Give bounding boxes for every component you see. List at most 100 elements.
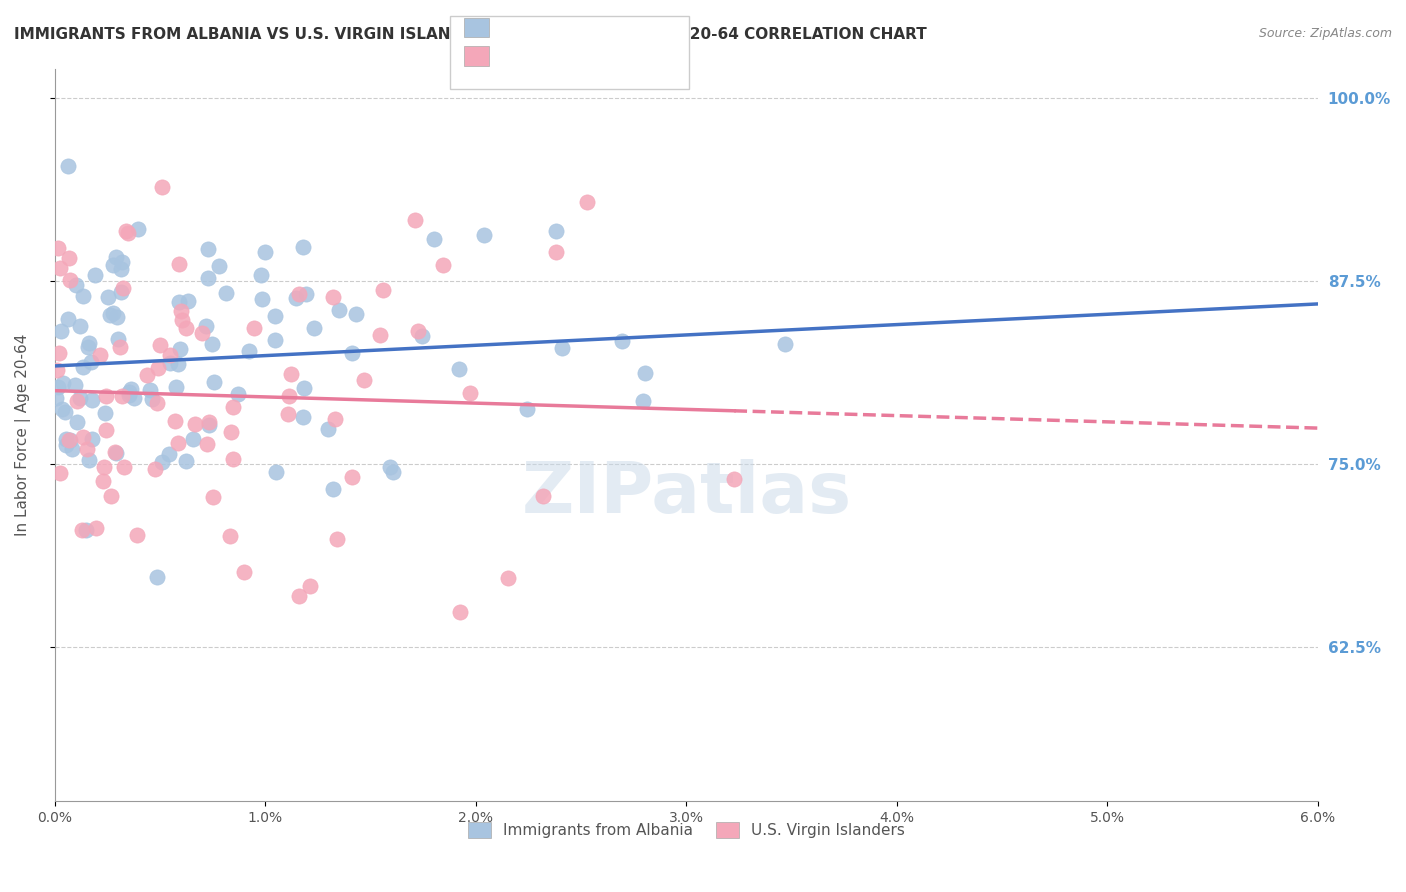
Point: [80, 355, 103, 369]
Point: [242, 320, 264, 334]
Point: [325, 412, 347, 426]
Text: -0.067: -0.067: [541, 55, 596, 70]
Point: [101, 306, 124, 320]
Point: [298, 579, 321, 593]
Point: [472, 228, 495, 243]
Point: [316, 421, 339, 435]
Point: [159, 348, 181, 362]
Point: [340, 346, 363, 360]
Text: Source: ZipAtlas.com: Source: ZipAtlas.com: [1258, 27, 1392, 40]
Point: [117, 227, 139, 241]
Point: [49, 324, 72, 338]
Point: [460, 386, 482, 401]
Point: [280, 367, 302, 381]
Point: [100, 489, 122, 503]
Point: [104, 445, 127, 459]
Point: [83, 268, 105, 282]
Point: [170, 304, 193, 318]
Point: [382, 465, 405, 479]
Text: R =: R =: [492, 27, 526, 42]
Point: [197, 242, 219, 256]
Point: [326, 533, 349, 547]
Point: [353, 373, 375, 387]
Point: [197, 271, 219, 285]
Point: [723, 472, 745, 486]
Point: [222, 401, 245, 415]
Point: [72, 430, 94, 444]
Point: [146, 360, 169, 375]
Point: [516, 401, 538, 416]
Point: [266, 465, 288, 479]
Point: [56, 159, 79, 173]
Point: [371, 283, 394, 297]
Point: [167, 357, 190, 371]
Point: [55, 432, 77, 446]
Point: [139, 383, 162, 397]
Point: [127, 221, 149, 235]
Point: [82, 392, 104, 407]
Point: [146, 570, 169, 584]
Point: [302, 321, 325, 335]
Point: [104, 445, 127, 459]
Point: [167, 294, 190, 309]
Point: [288, 589, 311, 603]
Point: [634, 366, 657, 380]
Point: [449, 606, 471, 620]
Point: [288, 287, 311, 301]
Point: [531, 489, 554, 503]
Point: [159, 356, 181, 370]
Point: [94, 389, 117, 403]
Point: [284, 291, 307, 305]
Point: [111, 281, 134, 295]
Point: [65, 277, 87, 292]
Point: [55, 438, 77, 452]
Point: [197, 436, 219, 450]
Point: [66, 393, 89, 408]
Point: [208, 259, 231, 273]
Point: [176, 454, 198, 468]
Point: [69, 318, 91, 333]
Point: [98, 308, 121, 322]
Point: [76, 442, 98, 456]
Point: [378, 460, 401, 475]
Point: [263, 309, 285, 323]
Point: [150, 455, 173, 469]
Point: [72, 359, 94, 374]
Point: [340, 469, 363, 483]
Point: [177, 294, 200, 309]
Point: [163, 413, 186, 427]
Point: [125, 528, 148, 542]
Point: [544, 224, 567, 238]
Point: [107, 332, 129, 346]
Point: [576, 194, 599, 209]
Point: [58, 251, 80, 265]
Point: [49, 260, 72, 275]
Point: [75, 523, 97, 537]
Point: [150, 180, 173, 194]
Point: [146, 396, 169, 410]
Point: [111, 389, 134, 403]
Point: [550, 341, 572, 355]
Point: [69, 391, 91, 405]
Point: [214, 285, 236, 300]
Point: [254, 245, 277, 260]
Point: [344, 307, 367, 321]
Point: [104, 250, 127, 264]
Point: [65, 378, 87, 392]
Point: [368, 328, 391, 343]
Point: [48, 346, 70, 360]
Point: [292, 381, 315, 395]
Point: [277, 407, 299, 421]
Point: [122, 391, 145, 405]
Point: [157, 447, 180, 461]
Point: [411, 329, 433, 343]
Point: [77, 341, 100, 355]
Legend: Immigrants from Albania, U.S. Virgin Islanders: Immigrants from Albania, U.S. Virgin Isl…: [461, 816, 911, 845]
Point: [56, 312, 79, 326]
Point: [53, 405, 76, 419]
Point: [94, 423, 117, 437]
Point: [165, 379, 187, 393]
Text: N =: N =: [598, 55, 641, 70]
Point: [169, 342, 191, 356]
Point: [194, 318, 217, 333]
